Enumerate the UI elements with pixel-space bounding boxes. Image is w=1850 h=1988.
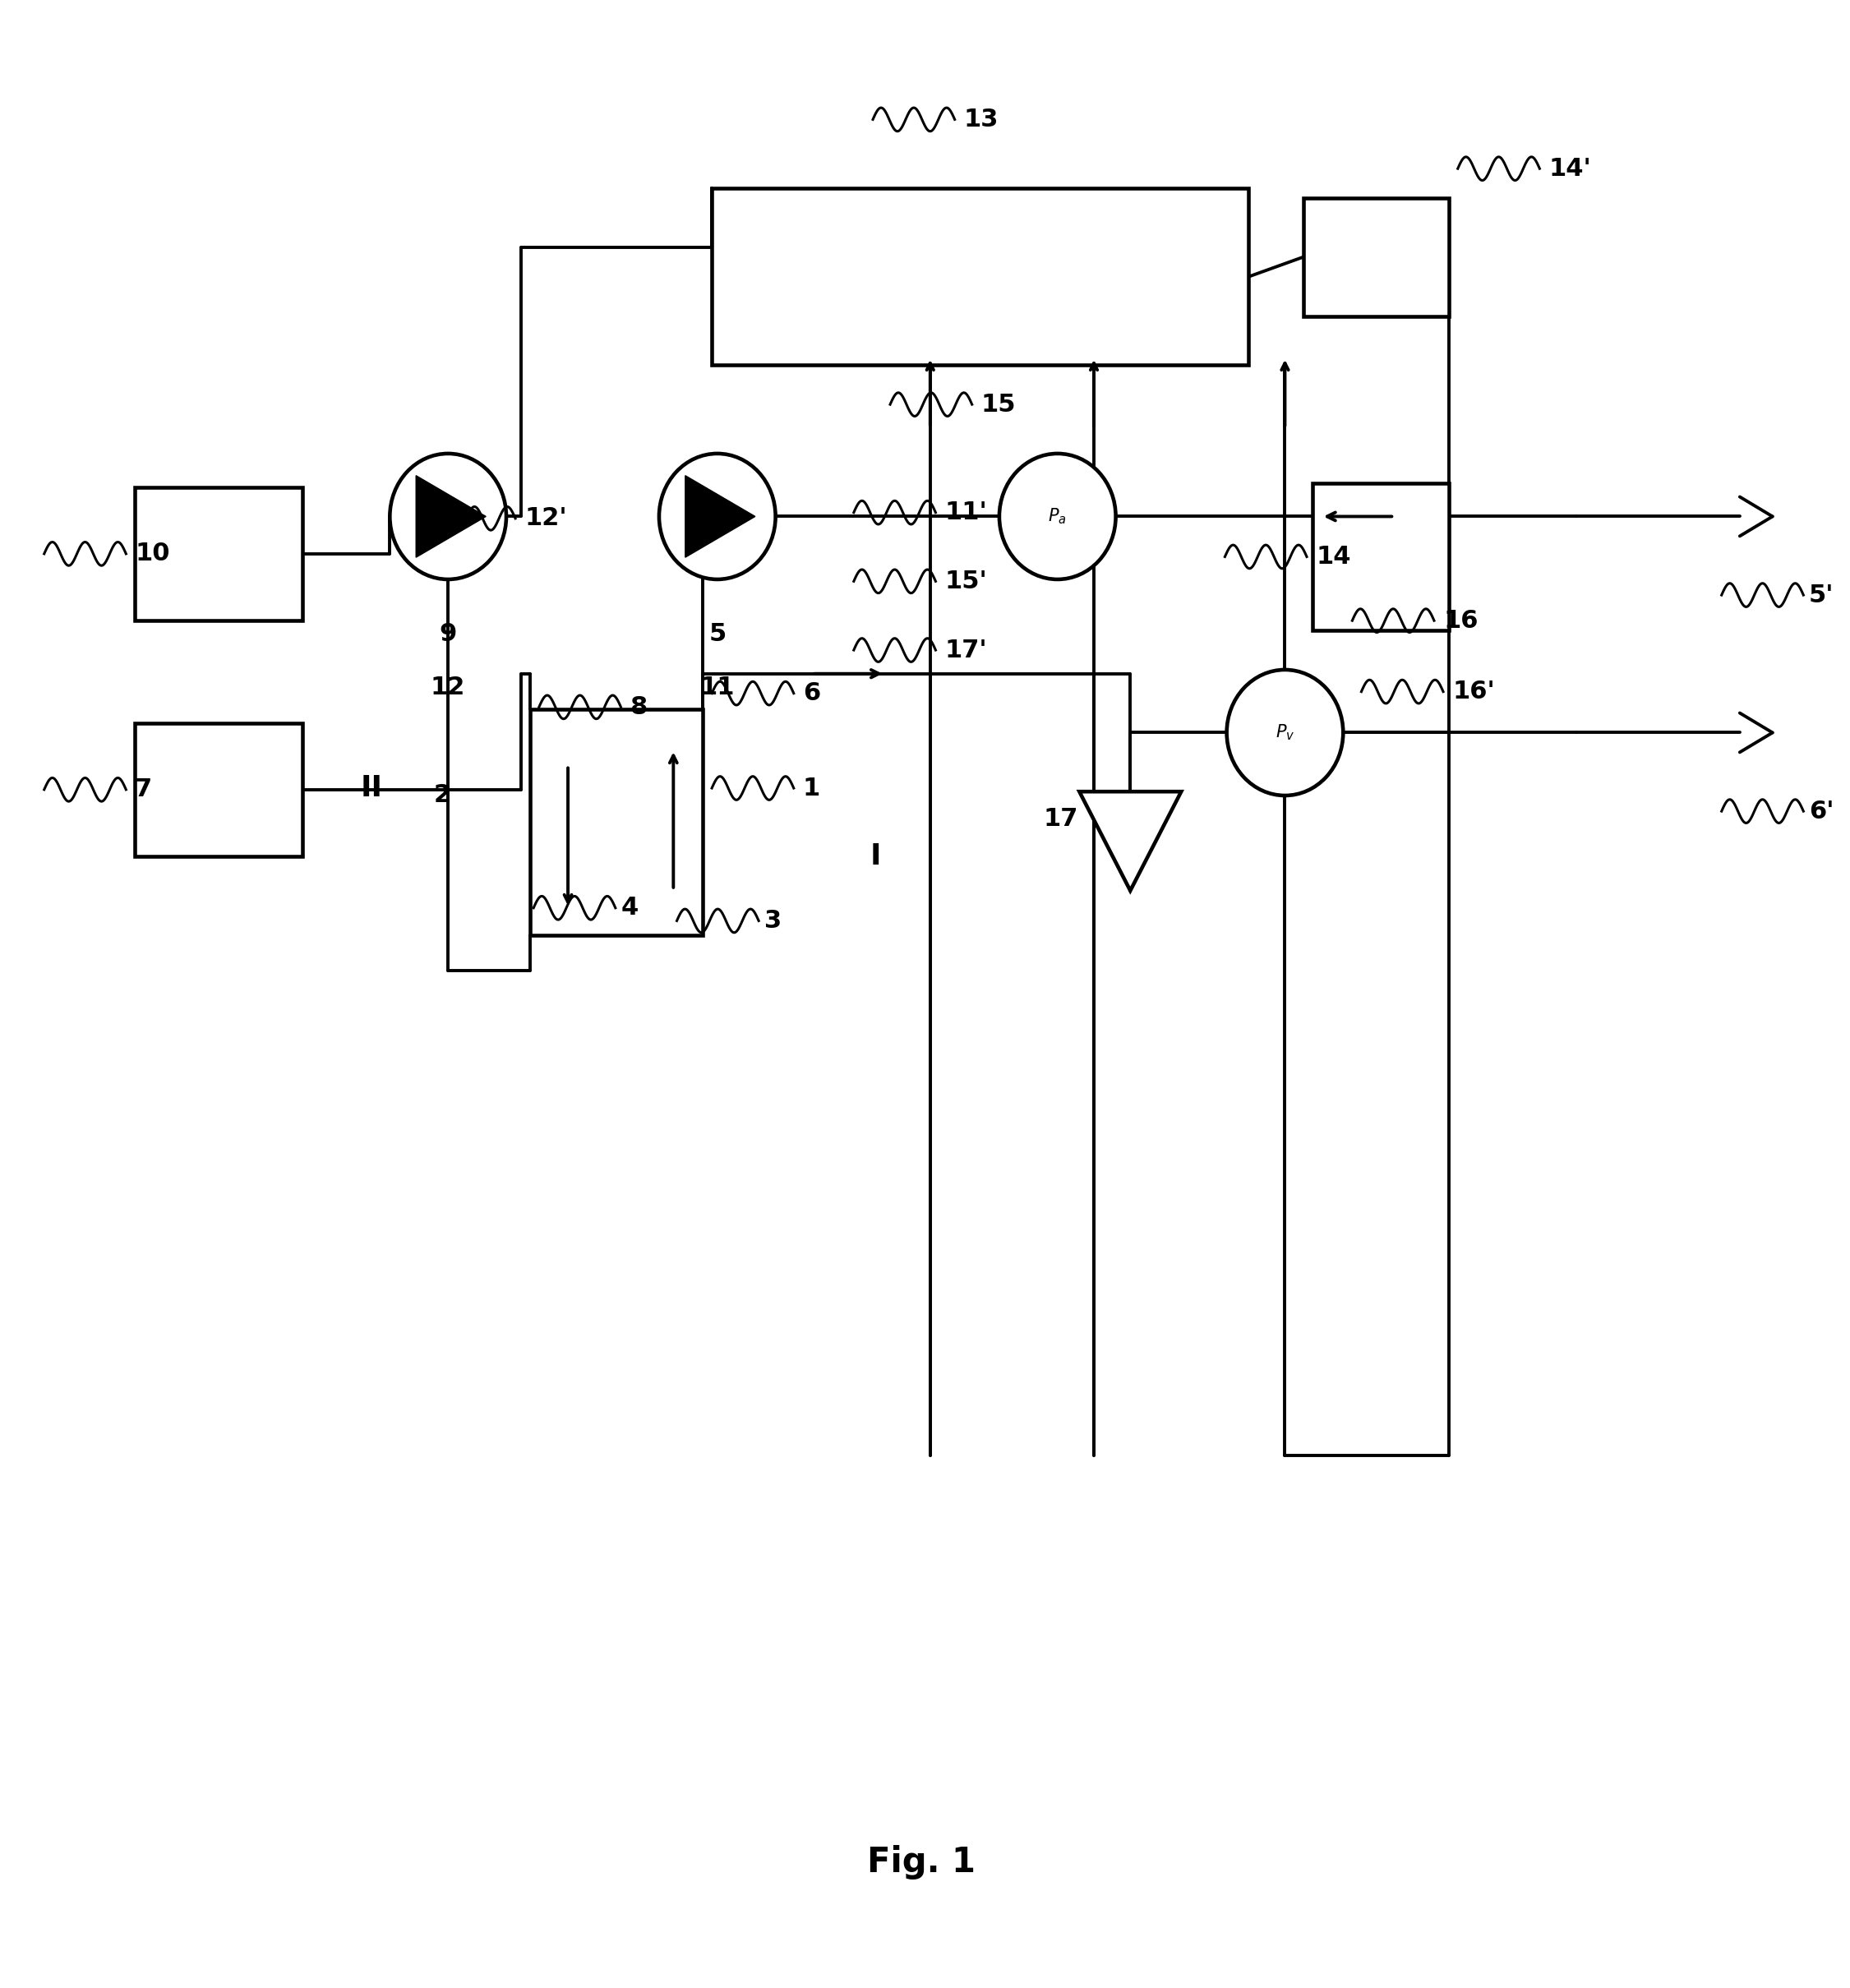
Polygon shape: [1079, 791, 1182, 891]
Text: Fig. 1: Fig. 1: [868, 1845, 975, 1881]
Text: 17: 17: [1043, 807, 1079, 831]
Text: 14: 14: [1315, 545, 1350, 569]
Bar: [1312, 483, 1449, 630]
Bar: [712, 189, 1249, 366]
Bar: [135, 487, 303, 620]
Text: 6: 6: [803, 682, 820, 706]
Text: 4: 4: [622, 897, 638, 920]
Text: 7: 7: [135, 777, 152, 801]
Text: 16: 16: [1443, 608, 1478, 632]
Text: I: I: [870, 843, 881, 871]
Polygon shape: [416, 475, 487, 557]
Text: 12: 12: [431, 676, 466, 700]
Circle shape: [999, 453, 1116, 579]
Text: $P_a$: $P_a$: [1049, 507, 1067, 527]
Polygon shape: [684, 475, 755, 557]
Text: 5: 5: [709, 622, 725, 646]
Bar: [135, 724, 303, 857]
Circle shape: [390, 453, 507, 579]
Text: II: II: [361, 773, 383, 801]
Text: 8: 8: [631, 696, 648, 720]
Circle shape: [1227, 670, 1343, 795]
Text: 10: 10: [135, 543, 170, 567]
Bar: [529, 710, 703, 934]
Text: 14': 14': [1548, 157, 1591, 181]
Text: 15: 15: [980, 392, 1016, 415]
Text: 17': 17': [945, 638, 988, 662]
Text: 9: 9: [438, 622, 457, 646]
Text: 5': 5': [1809, 582, 1833, 606]
Text: 11: 11: [699, 676, 734, 700]
Text: 3: 3: [764, 909, 781, 932]
Text: 16': 16': [1452, 680, 1495, 704]
Text: 15': 15': [945, 569, 988, 592]
Text: 1: 1: [803, 775, 820, 799]
Bar: [1302, 199, 1449, 316]
Text: 12': 12': [524, 507, 566, 531]
Text: 2: 2: [435, 783, 451, 807]
Circle shape: [659, 453, 775, 579]
Text: 11': 11': [945, 501, 988, 525]
Text: $P_v$: $P_v$: [1275, 724, 1295, 742]
Text: 6': 6': [1809, 799, 1833, 823]
Text: 13: 13: [964, 107, 999, 131]
